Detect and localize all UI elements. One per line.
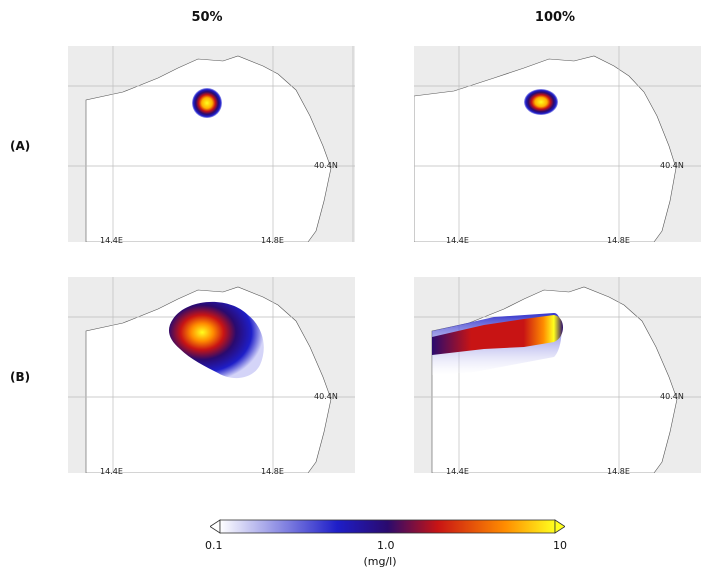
colorbar-min-label: 0.1 (205, 539, 223, 552)
colorbar-gradient (219, 519, 556, 534)
column-header-50: 50% (191, 10, 223, 25)
lon-tick-14-4: 14.4E (446, 236, 469, 245)
lon-tick-14-4: 14.4E (100, 467, 123, 476)
map-panel-a-100: 14.4E 14.8E 40.4N (414, 46, 701, 245)
concentration-plume (524, 89, 558, 115)
lon-tick-14-8: 14.8E (607, 467, 630, 476)
lat-tick-40-4: 40.4N (660, 392, 684, 401)
lon-tick-14-8: 14.8E (261, 236, 284, 245)
lat-tick-40-4: 40.4N (660, 161, 684, 170)
lon-tick-14-8: 14.8E (607, 236, 630, 245)
colorbar-mid-label: 1.0 (377, 539, 395, 552)
colorbar-unit: (mg/l) (363, 555, 397, 568)
column-header-100: 100% (534, 10, 576, 25)
colorbar-under-arrow (210, 519, 221, 534)
row-header-a: (A) (10, 139, 31, 153)
colorbar (210, 519, 565, 534)
map-panel-a-50: 14.4E 14.8E 40.4N (68, 46, 355, 245)
map-panel-b-100: 14.4E 14.8E 40.4N (414, 277, 701, 476)
lon-tick-14-8: 14.8E (261, 467, 284, 476)
concentration-plume (432, 315, 563, 355)
colorbar-max-label: 10 (553, 539, 567, 552)
colorbar-over-arrow (554, 519, 565, 534)
map-panel-b-50: 14.4E 14.8E 40.4N (68, 277, 355, 476)
lat-tick-40-4: 40.4N (314, 161, 338, 170)
lon-tick-14-4: 14.4E (100, 236, 123, 245)
concentration-plume (168, 301, 264, 379)
lon-tick-14-4: 14.4E (446, 467, 469, 476)
lat-tick-40-4: 40.4N (314, 392, 338, 401)
row-header-b: (B) (10, 370, 31, 384)
concentration-plume (192, 88, 222, 118)
